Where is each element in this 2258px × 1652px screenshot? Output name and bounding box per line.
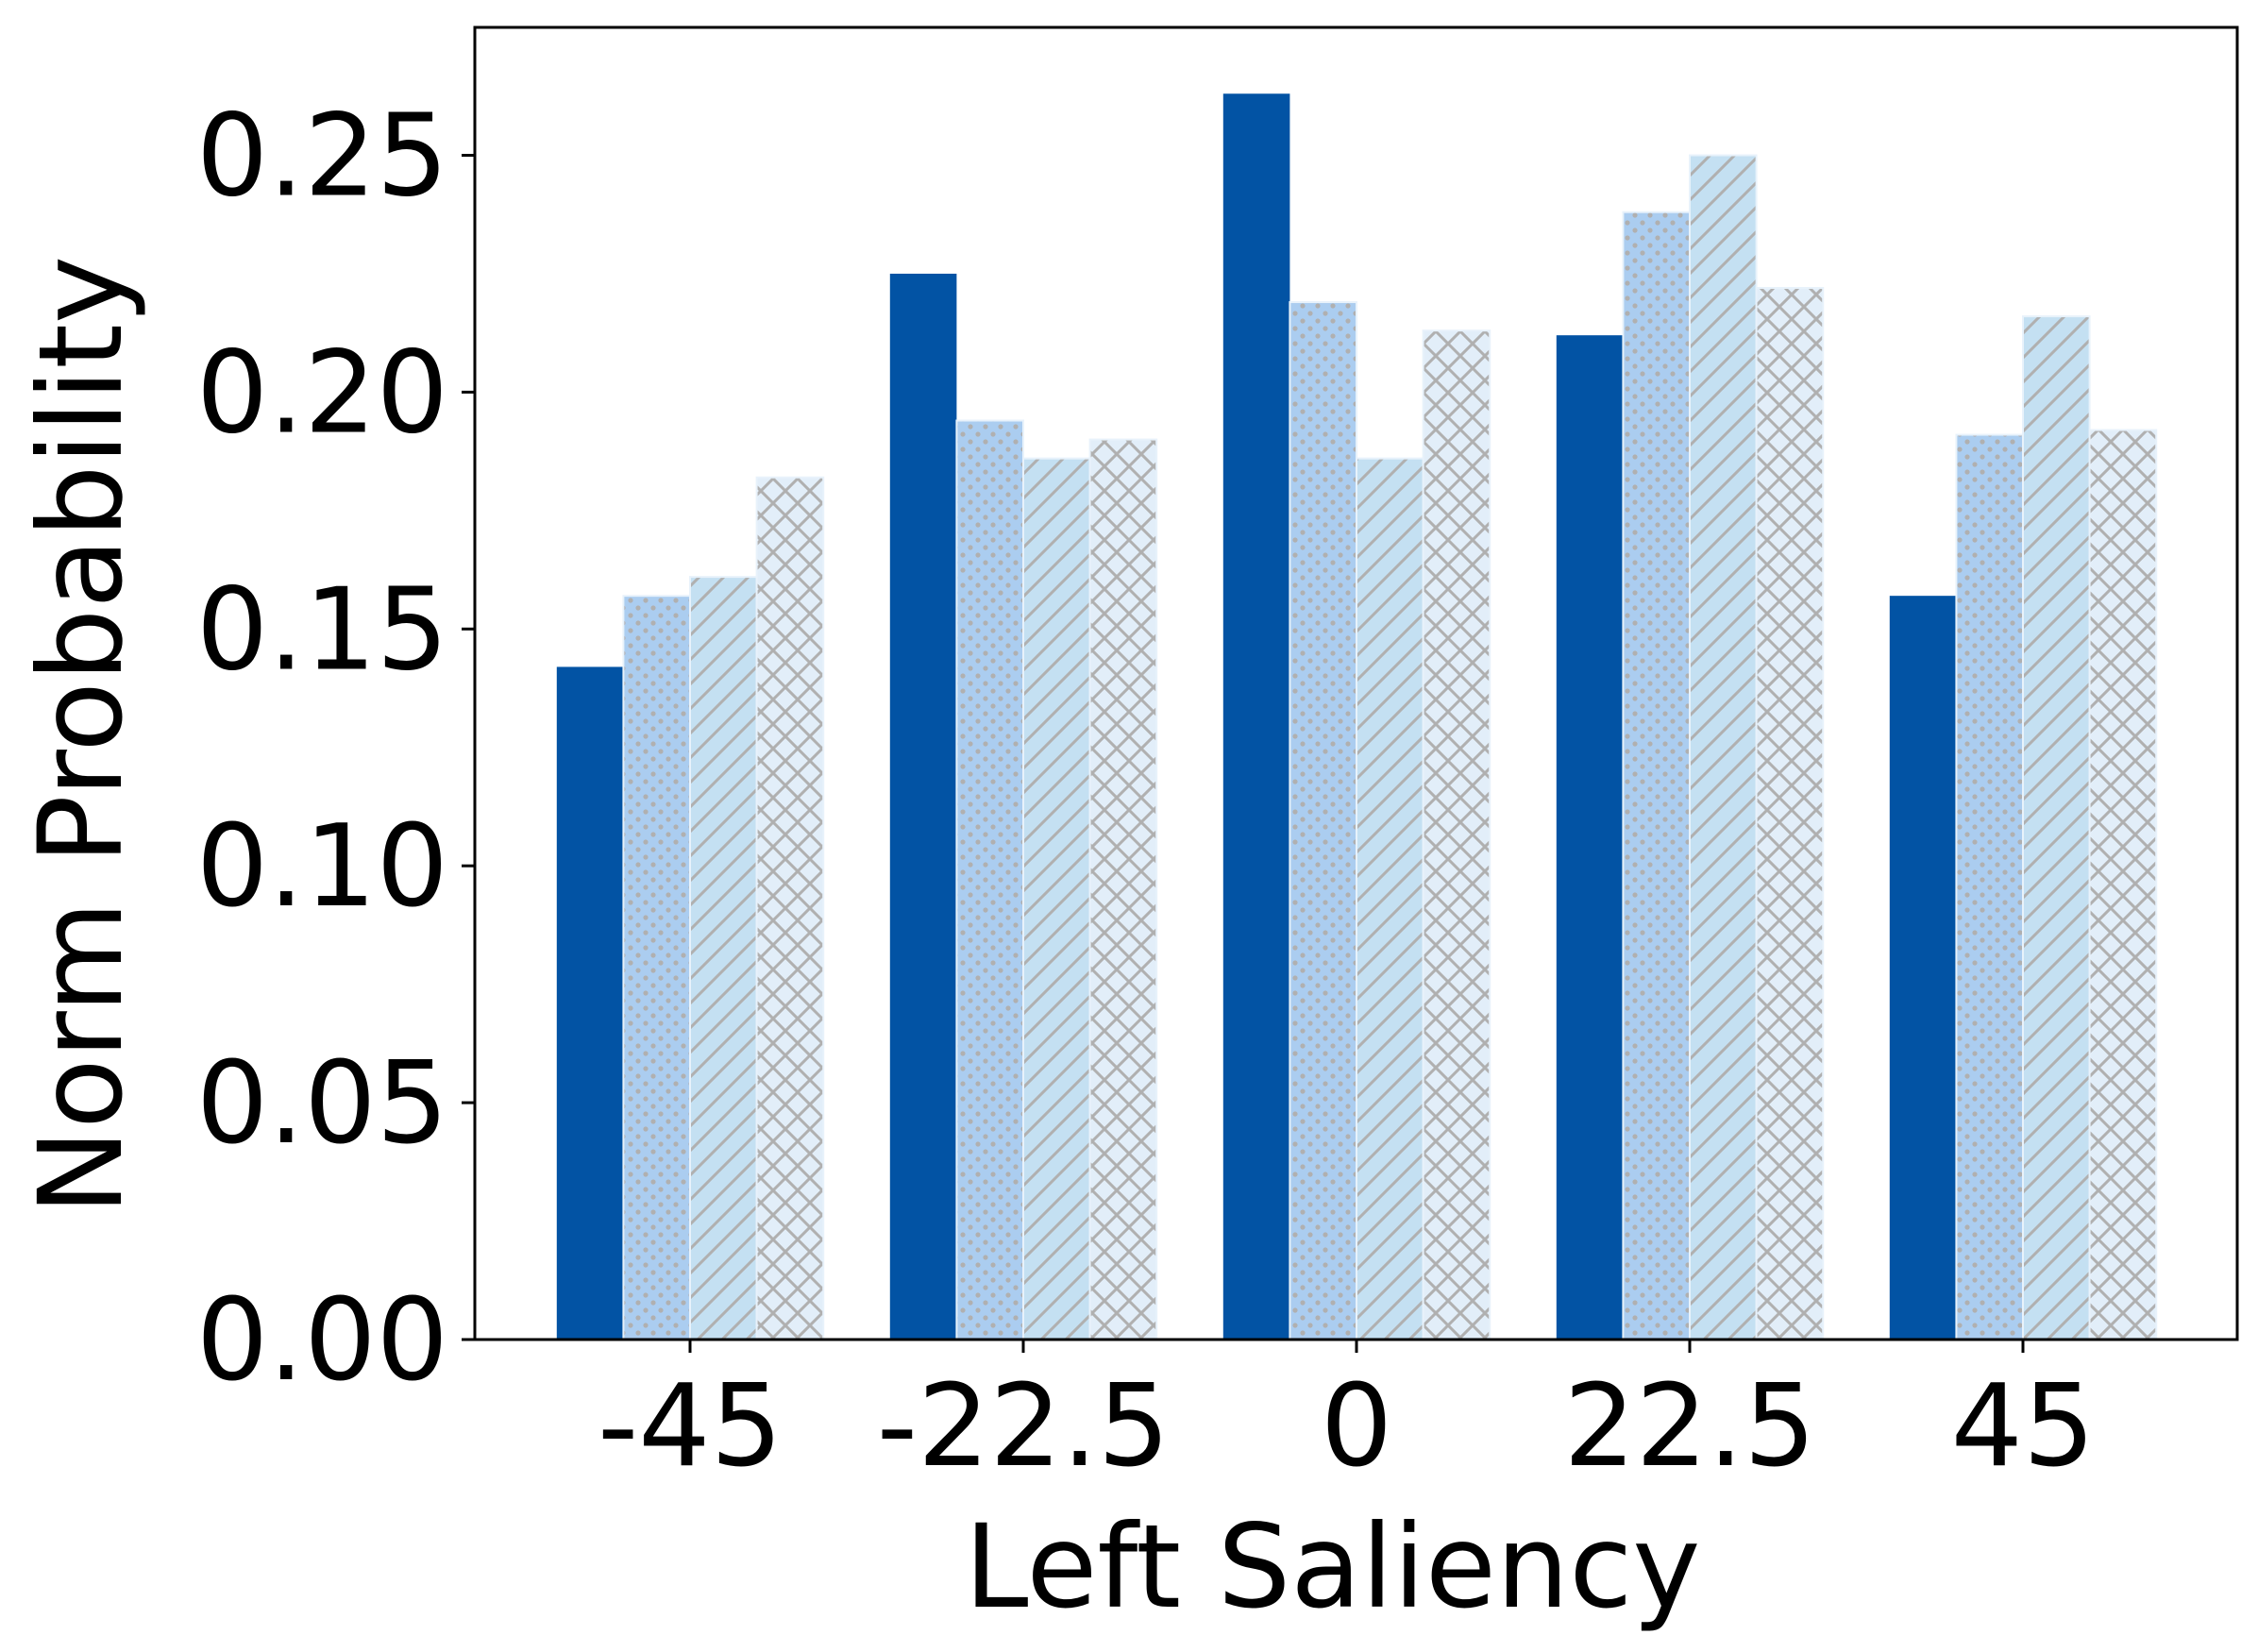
bar-hatch-series3-22.5: [1691, 156, 1756, 1340]
bar-series1--22.5: [889, 273, 957, 1340]
y-tick-label: 0.20: [196, 328, 448, 459]
bar-hatch-series2--45: [624, 597, 689, 1339]
y-axis: 0.00 0.05 0.10 0.15 0.20 0.25: [196, 91, 475, 1407]
x-axis: -45 -22.5 0 22.5 45: [598, 1340, 2095, 1492]
bar-hatch-series2-0: [1290, 303, 1356, 1340]
bar-hatch-series4--22.5: [1090, 440, 1156, 1339]
bar-series1-22.5: [1556, 335, 1624, 1340]
bar-hatch-series3--22.5: [1024, 459, 1089, 1340]
x-tick-label: 0: [1321, 1361, 1392, 1492]
y-tick-label: 0.15: [196, 565, 448, 696]
y-axis-label: Norm Probability: [14, 256, 148, 1215]
bar-hatch-series2--22.5: [957, 421, 1022, 1340]
bar-series1-0: [1222, 93, 1290, 1340]
x-axis-label: Left Saliency: [965, 1500, 1701, 1634]
y-tick-label: 0.00: [196, 1275, 448, 1407]
bar-hatch-series2-45: [1957, 435, 2022, 1339]
x-tick-label: -45: [598, 1361, 783, 1492]
y-tick-label: 0.10: [196, 801, 448, 933]
x-tick-label: 22.5: [1563, 1361, 1815, 1492]
y-tick-label: 0.25: [196, 91, 448, 222]
bar-hatch-series4-22.5: [1757, 288, 1823, 1339]
bar-hatch-series3--45: [691, 578, 756, 1339]
bar-series1--45: [556, 666, 624, 1340]
bar-hatch-series2-22.5: [1624, 212, 1689, 1339]
y-tick-label: 0.05: [196, 1038, 448, 1170]
bar-hatch-series3-0: [1357, 459, 1423, 1340]
bar-hatch-series4--45: [757, 478, 823, 1339]
bar-hatch-series3-45: [2024, 317, 2089, 1339]
bars-layer: [556, 93, 2158, 1341]
bar-hatch-series4-45: [2090, 430, 2156, 1339]
bar-series1-45: [1889, 596, 1957, 1340]
x-tick-label: -22.5: [877, 1361, 1171, 1492]
x-tick-label: 45: [1951, 1361, 2096, 1492]
bar-hatch-series4-0: [1424, 331, 1490, 1339]
